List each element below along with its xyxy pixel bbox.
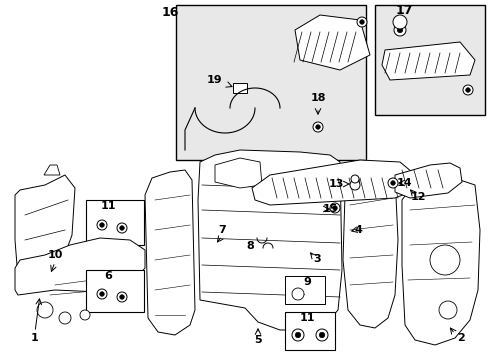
Bar	[176, 5, 365, 160]
Circle shape	[349, 180, 359, 190]
Circle shape	[37, 302, 53, 318]
Circle shape	[100, 292, 104, 296]
Polygon shape	[15, 238, 145, 295]
Text: 9: 9	[303, 277, 310, 287]
Circle shape	[117, 223, 127, 233]
Text: 11: 11	[299, 313, 314, 323]
Text: 19: 19	[207, 75, 223, 85]
Text: 17: 17	[394, 4, 412, 17]
Circle shape	[462, 85, 472, 95]
Polygon shape	[294, 15, 369, 70]
Bar	[285, 276, 325, 304]
Circle shape	[315, 125, 320, 129]
Bar	[86, 200, 143, 245]
Polygon shape	[198, 150, 341, 330]
Polygon shape	[394, 163, 461, 198]
Polygon shape	[342, 172, 397, 328]
Circle shape	[359, 20, 364, 24]
Polygon shape	[145, 170, 195, 335]
Text: 14: 14	[396, 178, 412, 188]
Bar	[86, 270, 143, 312]
Circle shape	[356, 17, 366, 27]
Circle shape	[117, 292, 127, 302]
Circle shape	[465, 88, 469, 92]
Circle shape	[59, 312, 71, 324]
Circle shape	[350, 175, 358, 183]
Polygon shape	[15, 175, 75, 285]
Bar	[285, 312, 334, 350]
Circle shape	[387, 178, 397, 188]
Bar	[374, 5, 484, 115]
Circle shape	[329, 203, 339, 213]
Circle shape	[393, 24, 405, 36]
Polygon shape	[401, 180, 479, 345]
Circle shape	[392, 15, 406, 29]
Circle shape	[429, 245, 459, 275]
Text: 1: 1	[31, 333, 39, 343]
Text: 12: 12	[409, 192, 425, 202]
Circle shape	[295, 332, 300, 338]
Text: 13: 13	[327, 179, 343, 189]
Circle shape	[100, 223, 104, 227]
Text: 16: 16	[161, 5, 178, 18]
Circle shape	[97, 289, 107, 299]
Text: 3: 3	[312, 254, 320, 264]
Text: 4: 4	[353, 225, 361, 235]
Text: 10: 10	[47, 250, 62, 260]
Circle shape	[80, 310, 90, 320]
Circle shape	[396, 27, 402, 33]
Text: 5: 5	[254, 335, 261, 345]
Polygon shape	[215, 158, 262, 188]
Polygon shape	[381, 42, 474, 80]
Circle shape	[120, 295, 124, 299]
Circle shape	[319, 332, 324, 338]
Text: 15: 15	[322, 204, 337, 214]
Circle shape	[291, 329, 304, 341]
Circle shape	[291, 288, 304, 300]
Circle shape	[312, 122, 323, 132]
Bar	[232, 83, 246, 93]
Circle shape	[390, 181, 394, 185]
Circle shape	[438, 301, 456, 319]
Circle shape	[315, 329, 327, 341]
Circle shape	[332, 206, 337, 210]
Circle shape	[120, 226, 124, 230]
Polygon shape	[44, 165, 60, 175]
Circle shape	[97, 220, 107, 230]
Text: 18: 18	[309, 93, 325, 103]
Text: 2: 2	[456, 333, 464, 343]
Polygon shape	[251, 160, 411, 205]
Text: 7: 7	[218, 225, 225, 235]
Text: 11: 11	[100, 201, 116, 211]
Text: 8: 8	[245, 241, 253, 251]
Text: 6: 6	[104, 271, 112, 281]
